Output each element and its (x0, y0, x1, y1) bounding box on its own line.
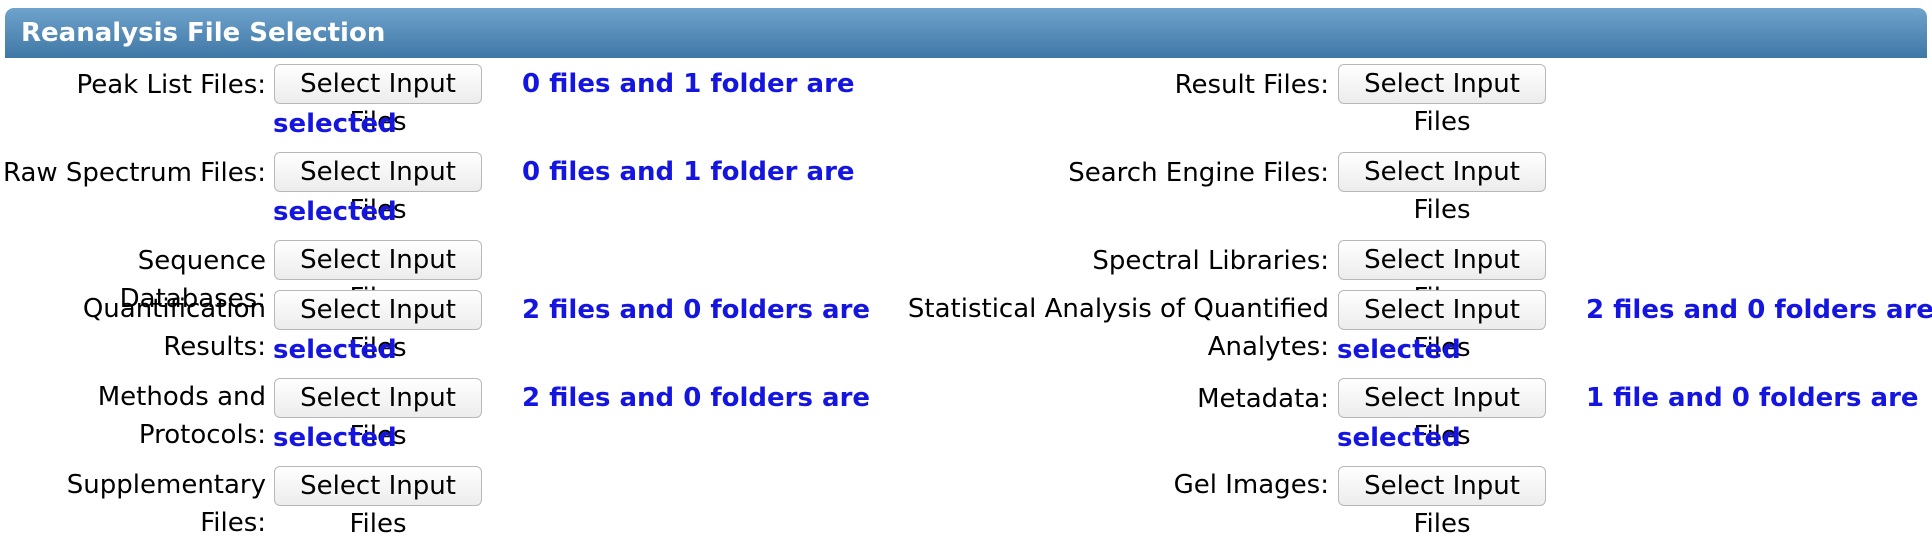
quantification-results-status: 2 files and 0 folders are (522, 295, 871, 325)
sequence-databases-select-button[interactable]: Select Input Files (274, 240, 482, 313)
supplementary-files-label: Supplementary Files: (66, 470, 266, 538)
sequence-databases-label: Sequence Databases: (119, 246, 266, 314)
metadata-label: Metadata: (1197, 384, 1329, 414)
metadata-status-selected: selected (1337, 423, 1461, 453)
gel-images-select-button[interactable]: Select Input Files (1338, 466, 1546, 539)
spectral-libraries-select-button[interactable]: Select Input Files (1338, 240, 1546, 313)
peak-list-files-select-button[interactable]: Select Input Files (274, 64, 482, 137)
metadata-status: 1 file and 0 folders are (1586, 383, 1919, 413)
statistical-analysis-status-selected: selected (1337, 335, 1461, 365)
methods-protocols-status: 2 files and 0 folders are (522, 383, 871, 413)
search-engine-files-select-button[interactable]: Select Input Files (1338, 152, 1546, 225)
methods-protocols-select-button[interactable]: Select Input Files (274, 378, 482, 451)
peak-list-files-label: Peak List Files: (76, 70, 266, 100)
raw-spectrum-files-label: Raw Spectrum Files: (2, 158, 266, 188)
result-files-label: Result Files: (1174, 70, 1329, 100)
raw-spectrum-files-select-button[interactable]: Select Input Files (274, 152, 482, 225)
quantification-results-label-line2: Results: (163, 332, 266, 362)
quantification-results-status-selected: selected (273, 335, 397, 365)
supplementary-files-select-button[interactable]: Select Input Files (274, 466, 482, 539)
methods-protocols-status-selected: selected (273, 423, 397, 453)
raw-spectrum-files-status: 0 files and 1 folder are (522, 157, 855, 187)
quantification-results-label-line1: Quantification (82, 294, 266, 324)
spectral-libraries-label: Spectral Libraries: (1092, 246, 1329, 276)
statistical-analysis-label-line2: Analytes: (1207, 332, 1329, 362)
metadata-select-button[interactable]: Select Input Files (1338, 378, 1546, 451)
gel-images-label: Gel Images: (1173, 470, 1329, 500)
statistical-analysis-status: 2 files and 0 folders are (1586, 295, 1932, 325)
statistical-analysis-label-line1: Statistical Analysis of Quantified (907, 294, 1329, 324)
quantification-results-select-button[interactable]: Select Input Files (274, 290, 482, 363)
statistical-analysis-select-button[interactable]: Select Input Files (1338, 290, 1546, 363)
panel-title: Reanalysis File Selection (5, 8, 1927, 58)
methods-protocols-label-line2: Protocols: (138, 420, 266, 450)
search-engine-files-label: Search Engine Files: (1068, 158, 1329, 188)
peak-list-files-status: 0 files and 1 folder are (522, 69, 855, 99)
raw-spectrum-files-status-selected: selected (273, 197, 397, 227)
reanalysis-file-selection-panel: Reanalysis File Selection (5, 8, 1927, 58)
peak-list-files-status-selected: selected (273, 109, 397, 139)
methods-protocols-label-line1: Methods and (97, 382, 266, 412)
result-files-select-button[interactable]: Select Input Files (1338, 64, 1546, 137)
